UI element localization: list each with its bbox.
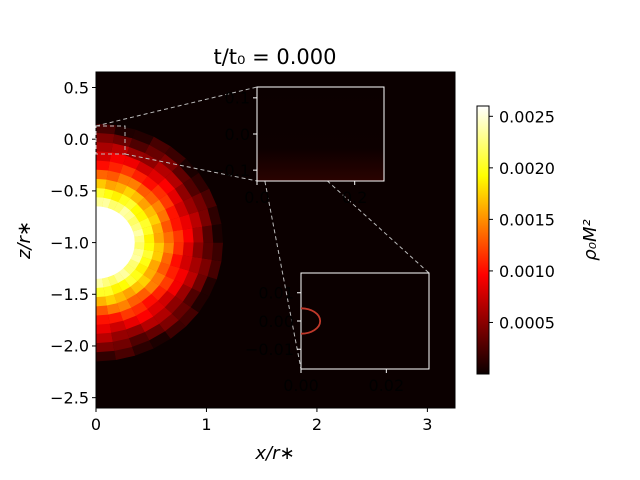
y-tick-label: −0.01 xyxy=(245,340,294,359)
x-tick-label: 0.2 xyxy=(342,188,367,207)
main-y-axis-ticks: 0.5 0.0 −0.5 −1.0 −1.5 −2.0 −2.5 xyxy=(50,78,96,407)
y-tick-label: 0.01 xyxy=(258,284,294,303)
x-tick-label: 0.02 xyxy=(369,376,405,395)
main-plot: 0 1 2 3 0.5 0.0 −0.5 −1.0 −1.5 −2.0 −2.5 x/r∗ z/r… xyxy=(14,71,456,464)
inset1-y-axis-ticks: 0.1 0.0 −0.1 xyxy=(211,89,257,180)
x-tick-label: 3 xyxy=(422,415,432,434)
inset1-x-axis-ticks: 0.0 0.2 xyxy=(244,181,367,207)
inset1-source-box xyxy=(95,125,126,155)
inset2-circle-arc xyxy=(300,307,322,335)
inset2-background xyxy=(300,272,430,370)
y-axis-label: z/r∗ xyxy=(14,221,35,260)
inset1-background xyxy=(256,86,385,182)
y-tick-label: 0.5 xyxy=(64,78,89,97)
inset2-x-axis-ticks: 0.00 0.02 xyxy=(283,369,404,395)
y-tick-label: −1.5 xyxy=(50,285,89,304)
colorbar-tick-label: 0.0005 xyxy=(499,313,555,332)
y-tick-label: −2.0 xyxy=(50,337,89,356)
x-tick-label: 2 xyxy=(312,415,322,434)
y-tick-label: −0.1 xyxy=(211,161,250,180)
y-tick-label: −0.5 xyxy=(50,182,89,201)
x-tick-label: 0.00 xyxy=(283,376,319,395)
x-tick-label: 0.0 xyxy=(244,188,269,207)
chart-title: t/t₀ = 0.000 xyxy=(213,45,336,69)
density-blob xyxy=(57,123,224,362)
inset2-y-axis-ticks: 0.01 0.00 −0.01 xyxy=(245,284,301,359)
inset1-connector-bottom xyxy=(124,153,258,182)
x-axis-label: x/r∗ xyxy=(254,443,294,464)
inset1: 0.0 0.2 0.1 0.0 −0.1 xyxy=(211,86,385,207)
y-tick-label: −1.0 xyxy=(50,233,89,252)
colorbar-gradient xyxy=(476,105,490,375)
y-tick-label: 0.00 xyxy=(258,312,294,331)
y-tick-label: −2.5 xyxy=(50,388,89,407)
colorbar-ticks: 0.0005 0.0010 0.0015 0.0020 0.0025 xyxy=(489,107,555,332)
colorbar-tick-label: 0.0010 xyxy=(499,262,555,281)
colorbar-tick-label: 0.0015 xyxy=(499,210,555,229)
y-tick-label: 0.0 xyxy=(225,125,250,144)
colorbar-tick-label: 0.0025 xyxy=(499,107,555,126)
y-tick-label: 0.1 xyxy=(225,89,250,108)
main-plot-frame xyxy=(95,71,456,409)
x-tick-label: 1 xyxy=(201,415,211,434)
colorbar-tick-label: 0.0020 xyxy=(499,159,555,178)
inset2: 0.00 0.02 0.01 0.00 −0.01 xyxy=(245,272,430,395)
x-tick-label: 0 xyxy=(91,415,101,434)
main-x-axis-ticks: 0 1 2 3 xyxy=(91,408,432,434)
y-tick-label: 0.0 xyxy=(64,130,89,149)
colorbar: 0.0005 0.0010 0.0015 0.0020 0.0025 ρ₀M² xyxy=(476,105,601,375)
colorbar-label: ρ₀M² xyxy=(580,219,601,260)
